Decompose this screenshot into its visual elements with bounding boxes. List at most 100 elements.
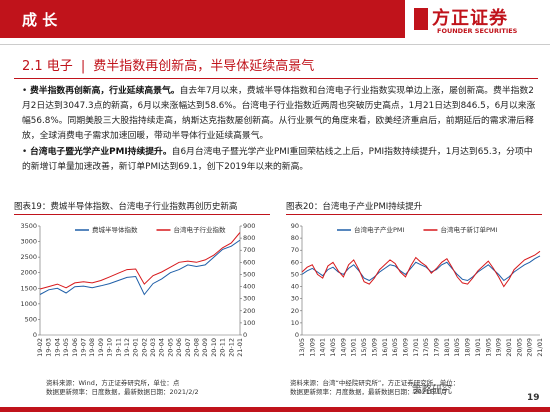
rule xyxy=(286,214,542,215)
y2-tick-label: 400 xyxy=(243,283,255,291)
y2-tick-label: 300 xyxy=(243,295,255,303)
header-bar xyxy=(0,0,405,38)
source: 资料来源：台湾“中经院研究所”，方正证券研究所，单位： 数据更新频率：月度数据，最… xyxy=(290,379,459,397)
y2-tick-label: 0 xyxy=(243,331,247,339)
x-tick-label: 13/05 xyxy=(298,338,306,357)
x-tick-label: 15/09 xyxy=(370,338,378,357)
x-tick-label: 19/09 xyxy=(495,338,503,357)
x-tick-label: 19-07 xyxy=(79,338,87,357)
y-tick-label: 30 xyxy=(291,295,299,303)
y-tick-label: 60 xyxy=(291,258,299,266)
x-tick-label: 16/01 xyxy=(381,338,389,357)
y-tick-label: 2500 xyxy=(20,253,37,261)
bullet: • 费半指数再创新高，行业延续高景气。自去年7月以来，费城半导体指数和台湾电子行… xyxy=(22,86,536,141)
section-subtitle: 费半指数再创新高，半导体延续高景气 xyxy=(93,59,315,74)
x-tick-label: 18/09 xyxy=(464,338,472,357)
x-tick-label: 16/09 xyxy=(401,338,409,357)
y-tick-label: 1500 xyxy=(20,284,37,292)
y-tick-label: 0 xyxy=(295,331,299,339)
legend-label: 台湾电子新订单PMI xyxy=(440,225,497,234)
figure-caption: 图表20：台湾电子产业PMI持续提升 xyxy=(286,202,423,212)
bullet-lead: 台湾电子暨光学产业PMI持续提升。 xyxy=(30,147,172,157)
x-tick-label: 20-01 xyxy=(132,338,140,357)
legend-label: 台湾电子产业PMI xyxy=(354,225,405,234)
x-tick-label: 14/09 xyxy=(339,338,347,357)
x-tick-label: 19-12 xyxy=(123,338,131,357)
y2-tick-label: 500 xyxy=(243,270,255,278)
x-tick-label: 13/09 xyxy=(308,338,316,357)
x-tick-label: 21-01 xyxy=(236,338,244,357)
separator: | xyxy=(80,59,86,74)
x-tick-label: 20-08 xyxy=(193,338,201,357)
y-tick-label: 2000 xyxy=(20,269,37,277)
series-line xyxy=(301,255,541,282)
section-number: 2.1 电子 xyxy=(22,59,73,74)
y2-tick-label: 800 xyxy=(243,234,255,242)
x-tick-label: 20-10 xyxy=(210,338,218,357)
x-tick-label: 20-09 xyxy=(201,338,209,357)
logo: 方正证券 xyxy=(432,8,508,29)
rule xyxy=(14,214,270,215)
bullet-lead: 费半指数再创新高，行业延续高景气。 xyxy=(30,86,180,96)
y-tick-label: 3000 xyxy=(20,238,37,246)
x-tick-label: 16/05 xyxy=(391,338,399,357)
x-tick-label: 17/05 xyxy=(422,338,430,357)
x-tick-label: 14/01 xyxy=(319,338,327,357)
x-tick-label: 19-11 xyxy=(114,338,122,357)
figure-caption: 图表19：费城半导体指数、台湾电子行业指数再创历史新高 xyxy=(14,202,238,212)
bullet-text: 自去年7月以来，费城半导体指数和台湾电子行业指数实现单边上涨，屡创新高。费半指数… xyxy=(22,86,536,141)
series-line xyxy=(39,232,241,290)
page-number: 19 xyxy=(527,393,540,403)
source-line: 资料来源：台湾“中经院研究所”，方正证券研究所，单位： xyxy=(290,379,460,387)
y-tick-label: 40 xyxy=(291,283,299,291)
logo-icon xyxy=(414,8,428,30)
x-tick-label: 20-03 xyxy=(149,338,157,357)
x-tick-label: 19-04 xyxy=(53,338,61,357)
y2-tick-label: 600 xyxy=(243,258,255,266)
y-tick-label: 500 xyxy=(25,315,37,323)
series-line xyxy=(301,250,541,288)
x-tick-label: 19/05 xyxy=(484,338,492,357)
y-tick-label: 70 xyxy=(291,246,299,254)
x-tick-label: 17/09 xyxy=(433,338,441,357)
x-tick-label: 18/01 xyxy=(443,338,451,357)
y-tick-label: 20 xyxy=(291,307,299,315)
y2-tick-label: 700 xyxy=(243,246,255,254)
x-tick-label: 20-05 xyxy=(166,338,174,357)
x-tick-label: 20-12 xyxy=(227,338,235,357)
source: 资料来源：Wind，方正证券研究所，单位：点 数据更新频率：日度数据，最新数据日期… xyxy=(46,379,199,397)
rule xyxy=(0,44,550,45)
x-tick-label: 21/01 xyxy=(536,338,544,357)
x-tick-label: 19-06 xyxy=(71,338,79,357)
legend-label: 费城半导体指数 xyxy=(92,225,138,234)
series-line xyxy=(39,239,241,296)
x-tick-label: 20-02 xyxy=(140,338,148,357)
y2-tick-label: 200 xyxy=(243,307,255,315)
x-tick-label: 20-04 xyxy=(158,338,166,357)
x-tick-label: 20-06 xyxy=(175,338,183,357)
source-line: 资料来源：Wind，方正证券研究所，单位：点 xyxy=(46,379,180,387)
x-tick-label: 19-09 xyxy=(97,338,105,357)
watermark: 策略研究 xyxy=(412,385,452,396)
x-tick-label: 19-02 xyxy=(36,338,44,357)
y2-tick-label: 900 xyxy=(243,222,255,230)
y-tick-label: 90 xyxy=(291,222,299,230)
update-note: 数据更新频率：月度数据，最新数据日期：2021年1月 xyxy=(290,388,448,396)
x-tick-label: 18/05 xyxy=(453,338,461,357)
y2-tick-label: 100 xyxy=(243,319,255,327)
logo-en: FOUNDER SECURITIES xyxy=(437,27,518,35)
bullet: • 台湾电子暨光学产业PMI持续提升。自6月台湾电子暨光学产业PMI重回荣枯线之… xyxy=(22,147,533,172)
x-tick-label: 20-07 xyxy=(184,338,192,357)
x-tick-label: 20/01 xyxy=(505,338,513,357)
x-tick-label: 15/05 xyxy=(360,338,368,357)
rule xyxy=(14,78,538,79)
footer-bar xyxy=(0,407,550,412)
x-tick-label: 20/09 xyxy=(526,338,534,357)
bullet-text: 自6月台湾电子暨光学产业PMI重回荣枯线之上后，PMI指数持续提升，1月达到65… xyxy=(22,147,533,172)
x-tick-label: 19-08 xyxy=(88,338,96,357)
y-tick-label: 3500 xyxy=(20,222,37,230)
x-tick-label: 19-10 xyxy=(106,338,114,357)
y-tick-label: 10 xyxy=(291,319,299,327)
